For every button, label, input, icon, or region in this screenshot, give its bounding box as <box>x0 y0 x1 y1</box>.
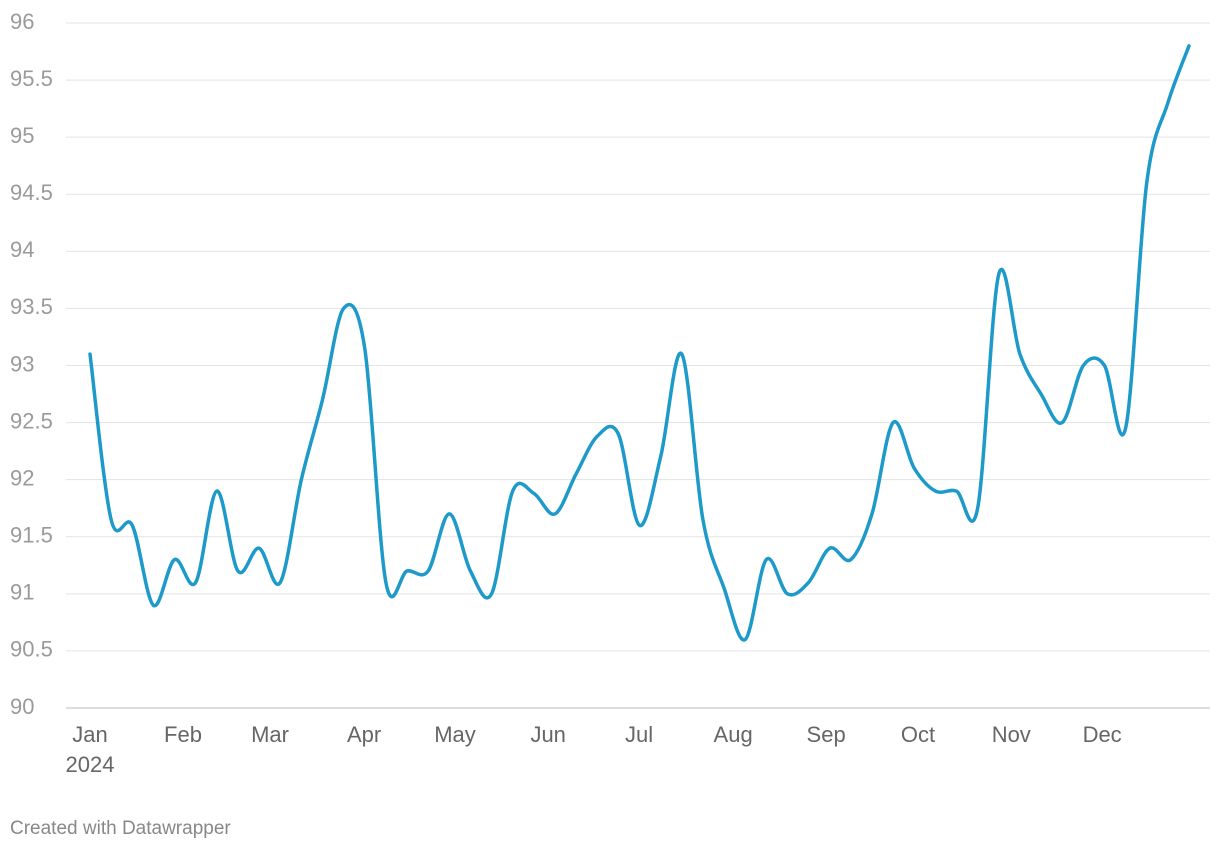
x-tick-label: Jul <box>625 722 654 747</box>
y-tick-label: 95 <box>10 123 34 148</box>
y-tick-label: 90.5 <box>10 637 53 662</box>
y-tick-label: 91 <box>10 580 34 605</box>
footer: Created with Datawrapper <box>10 818 231 839</box>
x-tick-label: May <box>434 722 476 747</box>
y-tick-label: 91.5 <box>10 523 53 548</box>
x-tick-label: Sep <box>806 722 846 747</box>
y-tick-label: 95.5 <box>10 66 53 91</box>
x-tick-label: Jan 2024 <box>65 722 115 777</box>
y-tick-label: 93.5 <box>10 294 53 319</box>
y-tick-label: 92 <box>10 465 34 490</box>
x-tick-label: Apr <box>346 722 382 747</box>
y-tick-label: 94.5 <box>10 180 53 205</box>
x-tick-label: Mar <box>251 722 289 747</box>
x-tick-label: Feb <box>164 722 202 747</box>
x-tick-label: Jun <box>530 722 566 747</box>
line <box>88 44 1191 642</box>
x-tick-label: Nov <box>991 722 1031 747</box>
x-tick-label: Dec <box>1082 722 1122 747</box>
y-tick-label: 90 <box>10 694 34 719</box>
y-tick-label: 94 <box>10 237 34 262</box>
y-tick-label: 92.5 <box>10 408 53 433</box>
x-tick-label: Aug <box>713 722 753 747</box>
y-tick-label: 96 <box>10 9 34 34</box>
x-tick-label: Oct <box>900 722 936 747</box>
y-tick-label: 93 <box>10 351 34 376</box>
